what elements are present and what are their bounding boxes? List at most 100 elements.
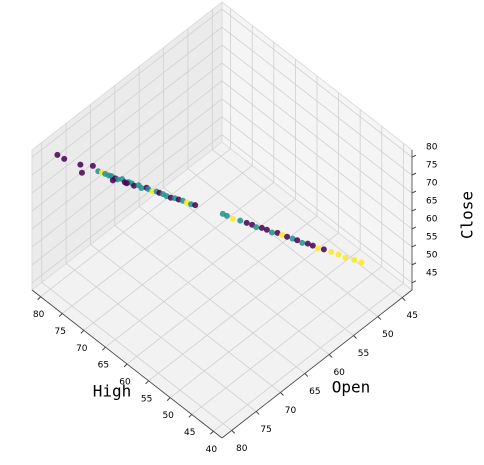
y-tick [280, 392, 284, 396]
x-axis-label: High [93, 382, 132, 401]
grid-line [221, 8, 413, 158]
point [192, 202, 199, 209]
point [237, 217, 244, 224]
grid-line [31, 8, 223, 158]
grid-line [83, 182, 275, 331]
y-tick-label: 60 [333, 368, 345, 378]
x-tick-label: 60 [119, 378, 131, 388]
y-tick-label: 65 [309, 387, 320, 397]
point [289, 235, 296, 242]
point [284, 233, 291, 240]
point [309, 242, 316, 249]
x-tick [58, 313, 63, 317]
point [229, 215, 236, 222]
y-tick-label: 80 [236, 444, 248, 454]
z-tick [411, 172, 417, 176]
point [223, 212, 230, 219]
grid-line [31, 44, 223, 194]
x-tick-label: 50 [162, 411, 174, 421]
y-tick [231, 430, 236, 434]
grid-line [138, 206, 330, 355]
grid-line [126, 215, 318, 365]
y-tick-label: 45 [407, 311, 418, 321]
x-tick [37, 296, 41, 301]
point [328, 248, 335, 255]
point [109, 177, 116, 184]
point [123, 180, 130, 187]
grid-line [148, 232, 339, 382]
z-tick-label: 75 [426, 161, 437, 171]
grid-line [65, 263, 257, 412]
x-tick [188, 414, 193, 418]
point [114, 176, 121, 183]
z-tick [411, 244, 417, 248]
point [258, 224, 265, 231]
x-tick-label: 40 [206, 445, 218, 455]
grid-line [187, 168, 379, 317]
z-tick-label: 55 [426, 232, 437, 242]
y-tick-label: 50 [382, 330, 394, 340]
z-tick-label: 45 [426, 268, 437, 278]
point [77, 161, 84, 168]
grid-line [31, 116, 223, 266]
x-tick-label: 70 [76, 344, 88, 354]
point [274, 229, 281, 236]
axis-line [31, 289, 223, 439]
x-tick-label: 75 [55, 327, 66, 337]
point [294, 237, 301, 244]
z-tick-label: 50 [426, 250, 438, 260]
z-tick [411, 208, 417, 212]
x-tick [210, 430, 214, 435]
x-tick [166, 397, 171, 401]
x-tick-label: 65 [98, 361, 109, 371]
grid-line [221, 80, 413, 230]
x-tick-label: 80 [33, 310, 45, 320]
y-tick-label: 70 [285, 406, 297, 416]
z-tick-label: 65 [426, 197, 437, 207]
z-axis-label: Close [458, 191, 477, 239]
grid-line [191, 266, 383, 415]
point [342, 254, 349, 261]
y-tick [328, 354, 333, 358]
point [314, 245, 321, 252]
grid-line [41, 282, 232, 431]
z-tick [411, 226, 417, 230]
grid-line [31, 62, 223, 212]
z-tick-label: 80 [426, 143, 438, 153]
y-tick [401, 297, 406, 301]
y-tick [377, 316, 382, 320]
point [89, 162, 96, 169]
x-tick [80, 330, 85, 334]
grid-line [61, 165, 253, 314]
grid-line [221, 116, 413, 266]
axis-line [221, 289, 413, 439]
point [253, 224, 260, 231]
y-tick [353, 335, 357, 339]
point [351, 256, 358, 263]
grid-line [213, 282, 404, 432]
z-tick [411, 262, 417, 266]
point [299, 239, 306, 246]
grid-line [31, 26, 223, 176]
grid-line [212, 149, 403, 298]
grid-line [221, 26, 413, 176]
grid-line [114, 225, 306, 374]
point [78, 169, 85, 176]
x-tick [102, 346, 106, 351]
point [138, 184, 145, 191]
grid-line [163, 187, 354, 336]
point [54, 151, 61, 158]
x-tick [123, 363, 128, 368]
point [279, 231, 286, 238]
grid-line [31, 134, 223, 284]
point [335, 251, 342, 258]
point [61, 155, 68, 162]
grid-line [221, 62, 413, 212]
x-tick-label: 45 [184, 428, 195, 438]
grid-line [169, 249, 361, 398]
grid-line [31, 98, 223, 248]
point [243, 219, 250, 226]
grid-line [221, 98, 413, 248]
x-tick [145, 380, 149, 385]
